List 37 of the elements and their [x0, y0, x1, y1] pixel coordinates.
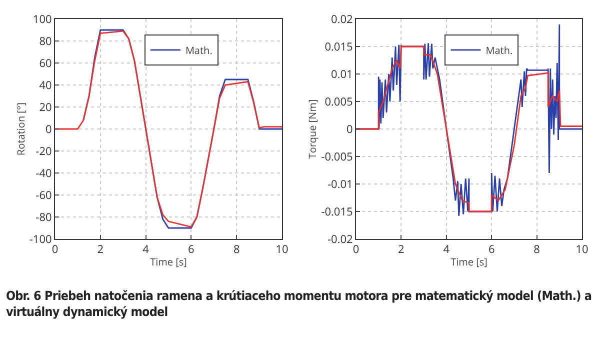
- y-tick-label: -40: [36, 166, 52, 181]
- x-tick-label: 4: [443, 242, 450, 258]
- x-tick-label: 8: [534, 242, 540, 258]
- legend-label: Math.: [185, 42, 212, 57]
- y-tick-label: -100: [29, 232, 52, 247]
- x-tick-label: 2: [398, 242, 404, 258]
- text: Obr. 6 Priebeh natočenia ramena a krútiaceho momentu motora pre matematický model (Math.) a virtuálny dynamický model: [5, 287, 593, 320]
- legend-label: Math.: [486, 42, 513, 57]
- y-tick-label: 0.015: [324, 39, 353, 54]
- y-tick-label: -60: [36, 188, 52, 203]
- y-tick-label: 0: [346, 122, 353, 137]
- x-axis-title: Time [s]: [450, 254, 488, 269]
- y-tick-label: -0.005: [321, 149, 353, 164]
- y-tick-label: 100: [32, 12, 52, 27]
- x-tick-label: 2: [97, 242, 104, 258]
- y-axis-title: Rotation [°]: [13, 102, 28, 156]
- y-tick-label: 40: [39, 78, 52, 93]
- x-tick-label: 8: [233, 242, 240, 258]
- y-tick-label: 0.02: [331, 12, 353, 27]
- x-tick-label: 10: [276, 242, 288, 258]
- x-tick-label: 6: [188, 242, 194, 258]
- y-tick-label: -0.015: [321, 204, 353, 220]
- y-tick-label: 60: [39, 56, 52, 71]
- x-axis-title: Time [s]: [150, 254, 187, 269]
- y-tick-label: -80: [36, 210, 52, 225]
- y-tick-label: 80: [39, 34, 52, 49]
- x-tick-label: 4: [142, 242, 150, 258]
- y-tick-label: -0.01: [327, 176, 353, 192]
- x-tick-label: 6: [488, 242, 495, 258]
- y-tick-label: 0.005: [324, 94, 353, 110]
- y-tick-label: -20: [36, 144, 52, 159]
- y-tick-label: -0.02: [327, 232, 353, 247]
- y-axis-title: Torque [Nm]: [305, 99, 320, 159]
- y-tick-label: 0.01: [331, 66, 353, 82]
- y-tick-label: 0: [46, 122, 52, 137]
- y-tick-label: 20: [39, 100, 52, 115]
- x-tick-label: 10: [576, 242, 588, 258]
